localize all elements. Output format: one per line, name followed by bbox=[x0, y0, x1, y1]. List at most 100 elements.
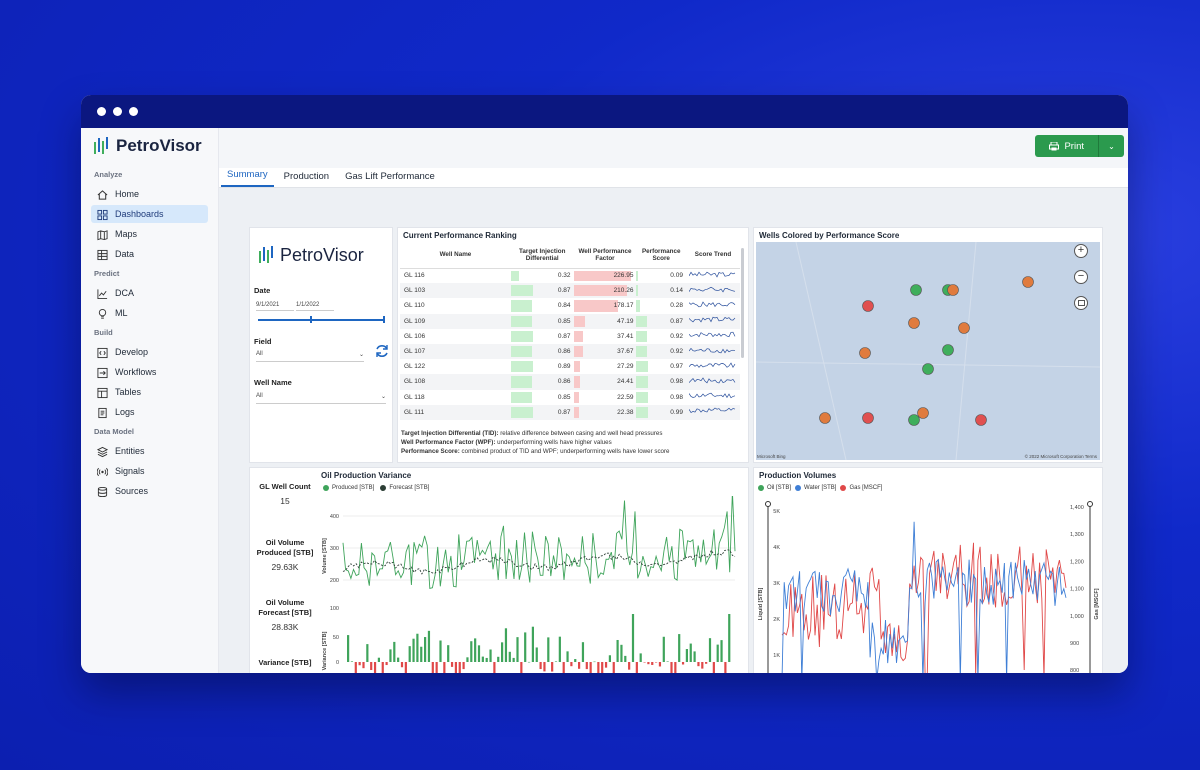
variance-bar[interactable] bbox=[458, 662, 461, 673]
variance-bar[interactable] bbox=[404, 662, 407, 673]
date-slider-handle-end[interactable] bbox=[383, 316, 385, 323]
variance-bar[interactable] bbox=[489, 649, 492, 662]
well-marker[interactable] bbox=[947, 284, 959, 296]
sidebar-item-entities[interactable]: Entities bbox=[91, 442, 208, 460]
date-start-input[interactable]: 9/1/2021 bbox=[256, 302, 294, 311]
variance-bar[interactable] bbox=[416, 633, 419, 662]
table-scrollbar[interactable] bbox=[741, 248, 744, 358]
variance-bar[interactable] bbox=[620, 644, 623, 662]
print-dropdown-button[interactable]: ⌄ bbox=[1098, 135, 1124, 157]
well-marker[interactable] bbox=[859, 347, 871, 359]
variance-bar[interactable] bbox=[370, 662, 373, 670]
variance-bar[interactable] bbox=[585, 662, 588, 670]
variance-bar[interactable] bbox=[389, 649, 392, 662]
column-header[interactable]: Performance Score bbox=[636, 242, 686, 269]
sidebar-item-dashboards[interactable]: Dashboards bbox=[91, 205, 208, 223]
variance-bar[interactable] bbox=[527, 661, 531, 663]
variance-bar[interactable] bbox=[655, 662, 658, 663]
well-marker[interactable] bbox=[908, 414, 920, 426]
sidebar-item-workflows[interactable]: Workflows bbox=[91, 363, 208, 381]
variance-bar[interactable] bbox=[685, 649, 688, 662]
variance-bar[interactable] bbox=[504, 628, 508, 662]
field-select[interactable]: All ⌄ bbox=[256, 351, 364, 362]
variance-bar[interactable] bbox=[497, 656, 500, 662]
variance-bar[interactable] bbox=[508, 651, 511, 662]
water-line[interactable] bbox=[781, 521, 1067, 673]
sidebar-item-data[interactable]: Data bbox=[91, 245, 208, 263]
tab-gas-lift-performance[interactable]: Gas Lift Performance bbox=[345, 171, 435, 182]
variance-bar[interactable] bbox=[554, 661, 558, 662]
forecast-line[interactable] bbox=[342, 549, 736, 575]
variance-bar[interactable] bbox=[693, 651, 696, 662]
date-slider-handle-start[interactable] bbox=[310, 316, 312, 323]
zoom-out-icon[interactable]: − bbox=[1074, 270, 1088, 284]
variance-bar[interactable] bbox=[705, 662, 708, 664]
produced-line[interactable] bbox=[342, 496, 736, 589]
variance-bar[interactable] bbox=[539, 662, 542, 670]
variance-bar[interactable] bbox=[354, 662, 357, 673]
variance-bar[interactable] bbox=[681, 662, 685, 665]
table-row[interactable]: GL 122 0.89 27.29 0.97 bbox=[400, 359, 740, 374]
legend-forecast[interactable]: Forecast [STB] bbox=[380, 485, 429, 491]
well-marker[interactable] bbox=[819, 412, 831, 424]
variance-bar[interactable] bbox=[601, 662, 604, 673]
well-marker[interactable] bbox=[942, 344, 954, 356]
well-marker[interactable] bbox=[862, 300, 874, 312]
variance-bar[interactable] bbox=[393, 641, 396, 662]
variance-bar[interactable] bbox=[516, 637, 519, 662]
variance-bar[interactable] bbox=[581, 642, 585, 662]
variance-bar[interactable] bbox=[485, 657, 488, 662]
table-row[interactable]: GL 107 0.86 37.67 0.92 bbox=[400, 343, 740, 360]
variance-bar[interactable] bbox=[724, 662, 727, 673]
legend-oil[interactable]: Oil [STB] bbox=[758, 485, 791, 491]
variance-bar[interactable] bbox=[501, 642, 504, 662]
well-marker[interactable] bbox=[975, 414, 987, 426]
table-row[interactable]: GL 111 0.87 22.38 0.99 bbox=[400, 404, 740, 420]
variance-bar[interactable] bbox=[420, 646, 423, 662]
variance-bar[interactable] bbox=[373, 662, 377, 673]
variance-bar[interactable] bbox=[674, 662, 677, 673]
variance-bar[interactable] bbox=[578, 662, 581, 669]
tab-summary[interactable]: Summary bbox=[221, 169, 274, 187]
well-marker[interactable] bbox=[1022, 276, 1034, 288]
variance-bar[interactable] bbox=[608, 655, 611, 662]
window-dot[interactable] bbox=[113, 107, 122, 116]
variance-bar[interactable] bbox=[466, 657, 469, 662]
gas-line[interactable] bbox=[781, 542, 1067, 673]
variance-bar[interactable] bbox=[631, 614, 635, 662]
variance-bar[interactable] bbox=[551, 662, 554, 672]
zoom-in-icon[interactable]: + bbox=[1074, 244, 1088, 258]
sidebar-item-maps[interactable]: Maps bbox=[91, 225, 208, 243]
variance-bar[interactable] bbox=[366, 644, 369, 662]
well-marker[interactable] bbox=[910, 284, 922, 296]
variance-bar[interactable] bbox=[450, 662, 454, 667]
well-marker[interactable] bbox=[917, 407, 929, 419]
variance-bar[interactable] bbox=[574, 659, 577, 662]
variance-bar[interactable] bbox=[708, 638, 712, 662]
map-style-icon[interactable] bbox=[1074, 296, 1088, 310]
variance-bar[interactable] bbox=[443, 662, 446, 673]
variance-bar[interactable] bbox=[616, 639, 619, 662]
variance-bar[interactable] bbox=[454, 662, 457, 673]
variance-bar[interactable] bbox=[477, 645, 481, 662]
variance-bar[interactable] bbox=[570, 662, 573, 667]
variance-bar[interactable] bbox=[547, 637, 550, 662]
legend-water[interactable]: Water [STB] bbox=[795, 485, 836, 491]
variance-bar[interactable] bbox=[712, 662, 715, 673]
variance-bar[interactable] bbox=[520, 662, 523, 673]
column-header[interactable]: Well Name bbox=[400, 242, 511, 269]
variance-bar[interactable] bbox=[651, 662, 654, 665]
variance-bar[interactable] bbox=[385, 662, 388, 666]
variance-bar[interactable] bbox=[639, 653, 642, 662]
column-header[interactable]: Target Injection Differential bbox=[510, 242, 574, 269]
variance-bar[interactable] bbox=[431, 662, 434, 673]
slider-handle[interactable] bbox=[1087, 501, 1093, 507]
tab-production[interactable]: Production bbox=[283, 171, 330, 182]
variance-bar[interactable] bbox=[647, 662, 650, 665]
window-dot[interactable] bbox=[97, 107, 106, 116]
well-marker[interactable] bbox=[862, 412, 874, 424]
variance-bar[interactable] bbox=[427, 630, 431, 662]
variance-bar[interactable] bbox=[462, 662, 465, 670]
variance-bar[interactable] bbox=[435, 662, 438, 673]
well-marker[interactable] bbox=[908, 317, 920, 329]
